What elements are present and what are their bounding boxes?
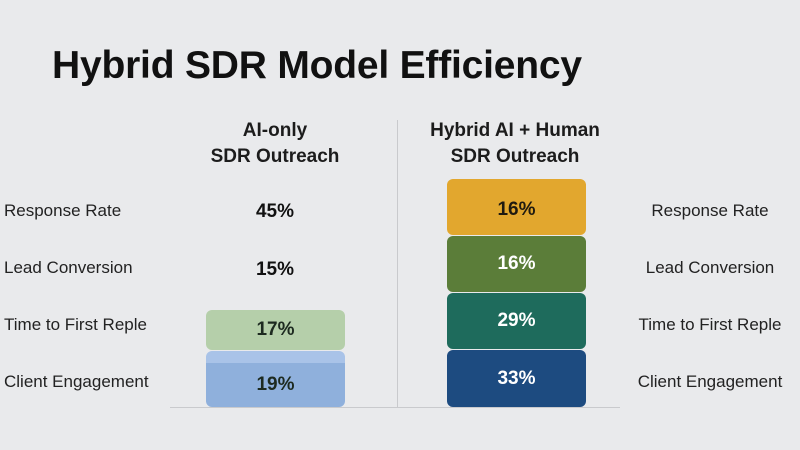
chart-title: Hybrid SDR Model Efficiency [52, 44, 582, 87]
row-label-response-rate-right: Response Rate [651, 201, 769, 220]
ai-only-response-rate-value: 45% [255, 201, 295, 222]
hybrid-client-engagement-cell: 33% [447, 350, 586, 407]
row-label-client-engagement-right: Client Engagement [637, 372, 783, 391]
row-label-lead-conversion-left: Lead Conversion [4, 258, 133, 277]
column-header-hybrid-line1: Hybrid AI + Human [430, 120, 600, 141]
column-divider [397, 120, 398, 408]
hybrid-response-rate-value: 16% [497, 199, 536, 220]
column-header-ai-only-line1: AI-only [242, 120, 308, 141]
hybrid-time-to-first-reply-cell: 29% [447, 293, 586, 349]
row-label-time-to-first-reply-right: Time to First Reple [638, 315, 782, 334]
column-header-hybrid-line2: SDR Outreach [450, 146, 580, 167]
baseline-divider [170, 407, 620, 408]
row-label-response-rate-left: Response Rate [4, 201, 122, 220]
ai-only-client-engagement-value: 19% [256, 374, 295, 395]
ai-only-lead-conversion-value: 15% [255, 259, 295, 280]
column-header-hybrid: Hybrid AI + Human SDR Outreach [400, 118, 630, 170]
ai-only-time-to-first-reply-cell: 17% [206, 310, 345, 350]
ai-only-client-engagement-cell: 19% [206, 351, 345, 407]
row-label-lead-conversion-right: Lead Conversion [645, 258, 775, 277]
column-header-ai-only-line2: SDR Outreach [210, 146, 340, 167]
hybrid-response-rate-cell: 16% [447, 179, 586, 235]
row-label-time-to-first-reply-left: Time to First Reple [4, 315, 147, 334]
hybrid-lead-conversion-cell: 16% [447, 236, 586, 292]
row-label-client-engagement-left: Client Engagement [4, 372, 149, 391]
column-header-ai-only: AI-only SDR Outreach [195, 118, 355, 170]
